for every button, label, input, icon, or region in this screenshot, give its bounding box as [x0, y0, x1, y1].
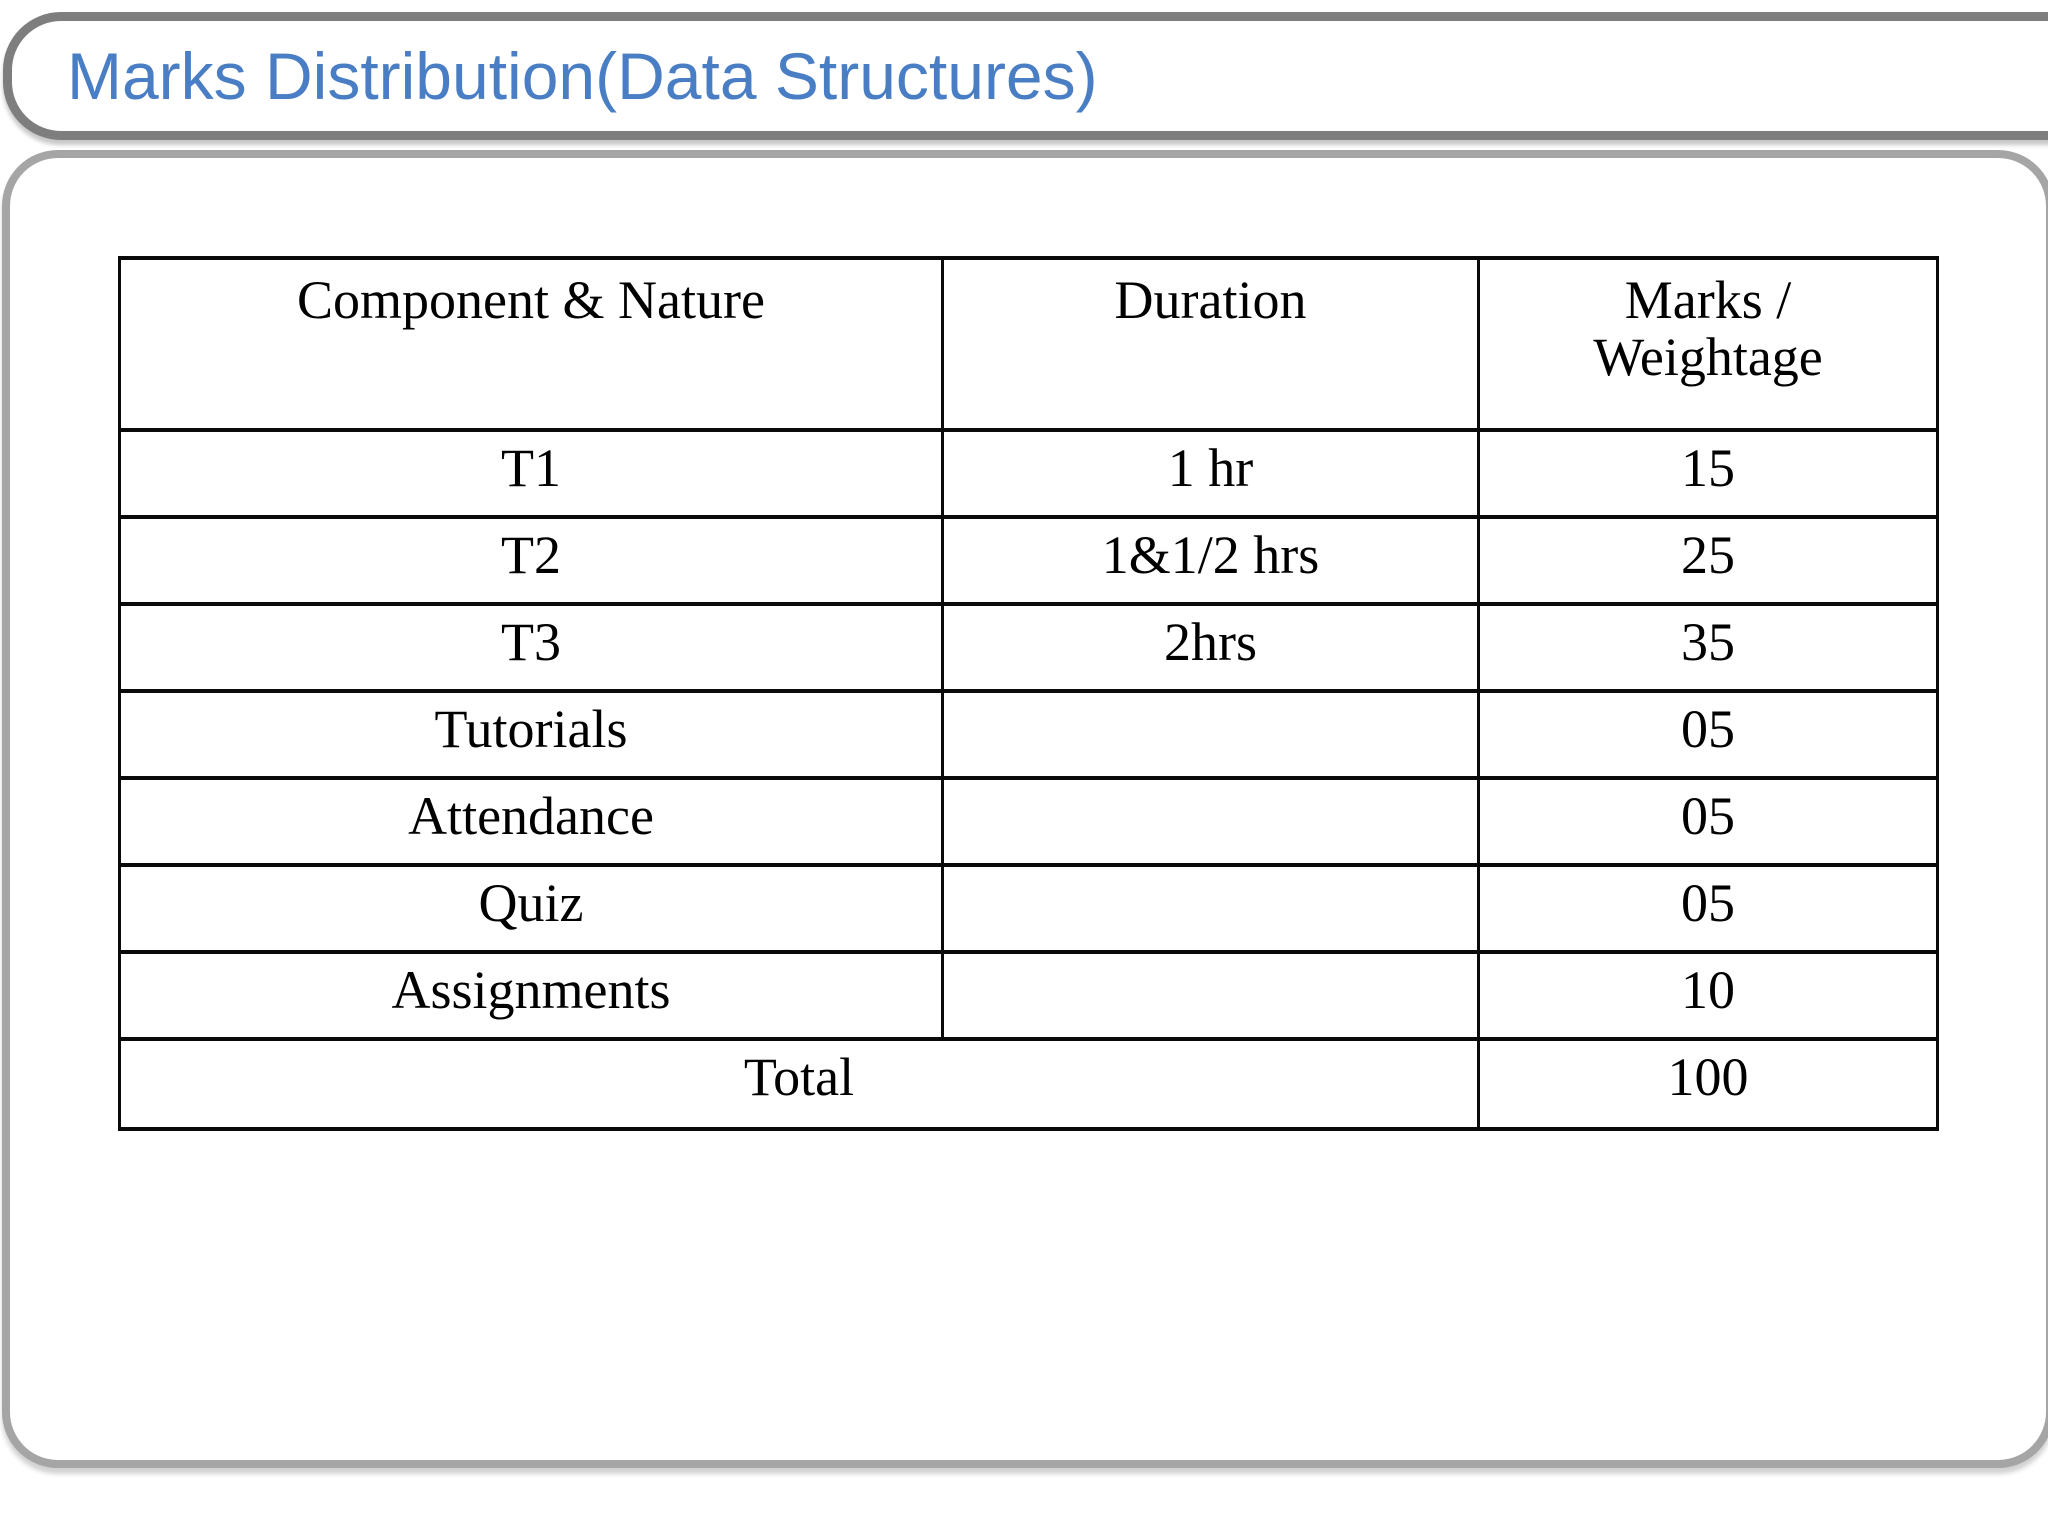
- title-box: Marks Distribution(Data Structures): [3, 12, 2048, 140]
- table-cell-marks: 25: [1477, 515, 1939, 606]
- table-cell-component: T3: [118, 602, 944, 693]
- total-row: Total 100: [118, 1037, 1939, 1131]
- table-cell-duration: [941, 776, 1480, 867]
- table-cell-component: Assignments: [118, 950, 944, 1041]
- table-cell-component: Quiz: [118, 863, 944, 954]
- table-cell-duration: [941, 950, 1480, 1041]
- header-cell-duration: Duration: [941, 256, 1480, 432]
- total-label-cell: Total: [118, 1037, 1480, 1131]
- table-cell-marks: 10: [1477, 950, 1939, 1041]
- table-cell-marks: 35: [1477, 602, 1939, 693]
- table-cell-duration: 2hrs: [941, 602, 1480, 693]
- total-value-cell: 100: [1477, 1037, 1939, 1131]
- table-cell-duration: 1&1/2 hrs: [941, 515, 1480, 606]
- table-cell-marks: 05: [1477, 776, 1939, 867]
- header-cell-component: Component & Nature: [118, 256, 944, 432]
- table-row: T2 1&1/2 hrs 25: [118, 515, 1939, 606]
- table-cell-duration: [941, 689, 1480, 780]
- table-row: Assignments 10: [118, 950, 1939, 1041]
- table-cell-marks: 05: [1477, 863, 1939, 954]
- marks-table: Component & Nature Duration Marks / Weig…: [118, 256, 1939, 1131]
- table-cell-marks: 05: [1477, 689, 1939, 780]
- header-marks-label: Marks / Weightage: [1593, 270, 1823, 388]
- table-row: T3 2hrs 35: [118, 602, 1939, 693]
- table-row: Tutorials 05: [118, 689, 1939, 780]
- slide-title: Marks Distribution(Data Structures): [67, 39, 1098, 113]
- table-row: Attendance 05: [118, 776, 1939, 867]
- table-cell-duration: [941, 863, 1480, 954]
- header-cell-marks: Marks / Weightage: [1477, 256, 1939, 432]
- table-row: Quiz 05: [118, 863, 1939, 954]
- table-cell-marks: 15: [1477, 428, 1939, 519]
- table-header-row: Component & Nature Duration Marks / Weig…: [118, 256, 1939, 432]
- table-cell-duration: 1 hr: [941, 428, 1480, 519]
- table-cell-component: T1: [118, 428, 944, 519]
- table-cell-component: T2: [118, 515, 944, 606]
- table-cell-component: Tutorials: [118, 689, 944, 780]
- table-cell-component: Attendance: [118, 776, 944, 867]
- table-row: T1 1 hr 15: [118, 428, 1939, 519]
